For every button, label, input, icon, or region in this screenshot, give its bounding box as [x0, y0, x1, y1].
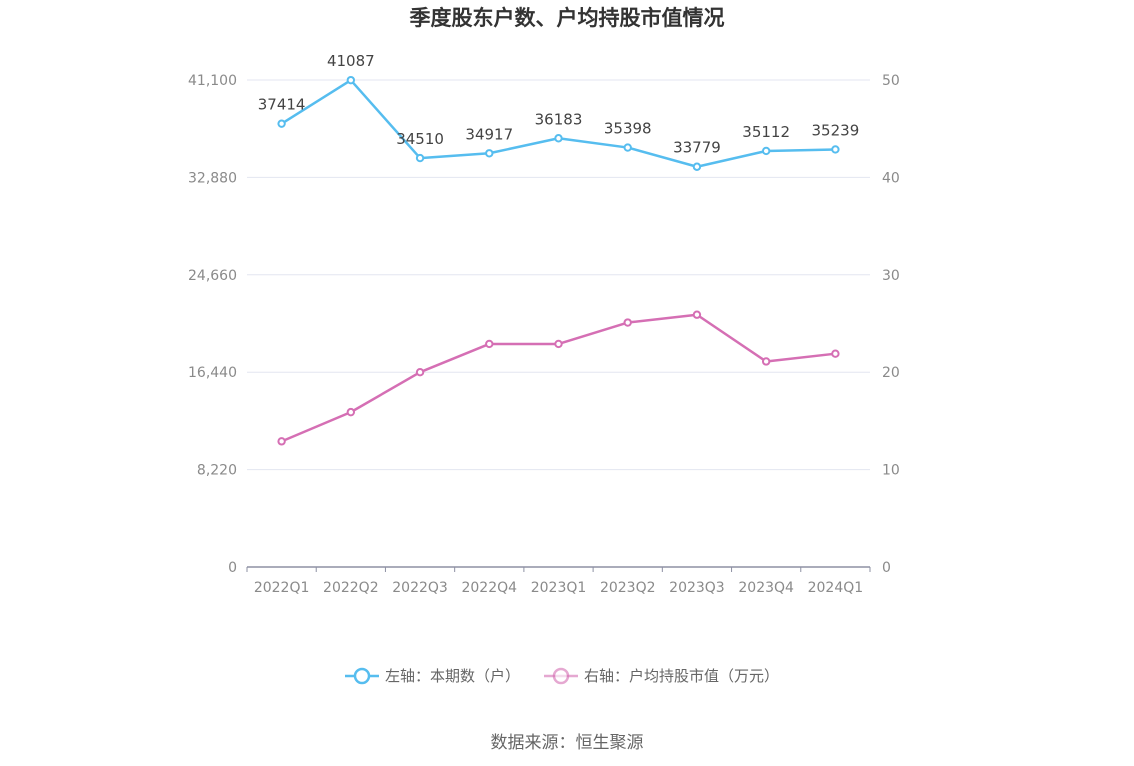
series-line-2 [281, 313, 836, 443]
x-tick-label: 2022Q3 [392, 580, 448, 596]
data-point [346, 75, 356, 85]
x-tick-label: 2023Q2 [600, 580, 656, 596]
y-right-tick-label: 50 [882, 73, 900, 89]
y-left-tick-label: 24,660 [188, 268, 237, 284]
x-tick-label: 2023Q1 [531, 580, 587, 596]
data-label: 37414 [258, 96, 306, 114]
data-label: 41087 [327, 52, 375, 70]
x-tick-label: 2022Q4 [461, 580, 517, 596]
y-left-tick-label: 41,100 [188, 73, 237, 89]
data-point [415, 153, 425, 163]
data-point [692, 310, 702, 319]
data-label: 35398 [604, 120, 652, 138]
y-left-tick-label: 8,220 [197, 463, 237, 479]
data-point [485, 149, 494, 158]
data-point [415, 368, 425, 377]
y-right-tick-label: 20 [882, 365, 900, 381]
y-left-tick-label: 32,880 [188, 170, 237, 186]
y-left-tick-label: 0 [228, 560, 237, 576]
data-point [554, 134, 563, 143]
y-right-tick-label: 40 [882, 170, 900, 186]
y-right-tick-label: 10 [882, 463, 900, 479]
x-tick-label: 2022Q1 [254, 580, 310, 596]
data-point [277, 119, 286, 128]
data-label: 35239 [812, 121, 860, 139]
legend-label-2: 右轴：户均持股市值（万元） [584, 667, 779, 685]
data-point [554, 339, 563, 349]
data-point [692, 162, 702, 171]
y-left-tick-label: 16,440 [188, 365, 237, 381]
legend-marker-1 [353, 667, 371, 685]
x-tick-label: 2023Q3 [669, 580, 725, 596]
series-lines [277, 75, 840, 446]
data-point [761, 357, 771, 366]
data-point [761, 146, 771, 156]
chart-title: 季度股东户数、户均持股市值情况 [410, 6, 725, 30]
axes: 0 8,220 16,440 24,660 32,880 41,100 0 10 20 30 40 5… [188, 73, 900, 596]
legend: 左轴：本期数（户） 右轴：户均持股市值（万元） [345, 667, 779, 685]
data-point [346, 407, 356, 417]
data-point [485, 339, 494, 349]
x-tick-label: 2022Q2 [323, 580, 379, 596]
data-label: 35112 [742, 123, 790, 141]
data-label: 33779 [673, 139, 721, 157]
data-label: 36183 [535, 110, 583, 128]
data-label: 34510 [396, 130, 444, 148]
data-label: 34917 [465, 125, 513, 143]
y-right-tick-label: 0 [882, 560, 891, 576]
data-point [623, 318, 632, 327]
legend-label-1: 左轴：本期数（户） [385, 667, 520, 685]
data-point [623, 143, 632, 152]
x-tick-label: 2024Q1 [808, 580, 864, 596]
data-point [277, 437, 286, 446]
source-note: 数据来源：恒生聚源 [491, 733, 644, 753]
data-point [831, 145, 840, 154]
data-point [831, 349, 840, 358]
x-tick-label: 2023Q4 [738, 580, 794, 596]
legend-marker-2 [552, 667, 570, 685]
data-labels: 37414 41087 34510 34917 36183 35398 33779 35112… [258, 52, 859, 157]
y-right-tick-label: 30 [882, 268, 900, 284]
